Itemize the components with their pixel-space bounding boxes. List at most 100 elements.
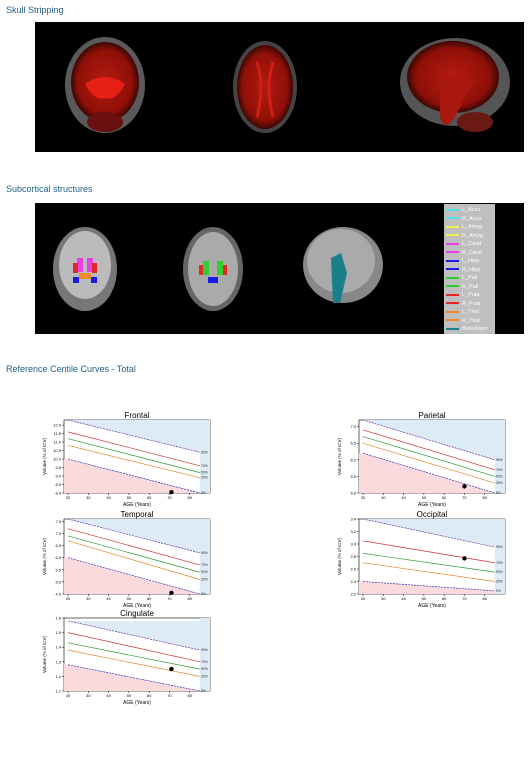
x-tick-label: 60 [147,596,152,601]
chart-parietal: 5% 25% 50% 75% 95% 20 30 40 50 60 70 80 5.0 5.5 6.0 6.5… [337,411,506,508]
y-tick-label: 1.6 [55,616,61,621]
x-tick-label: 80 [482,596,487,601]
y-tick-label: 1.4 [55,645,61,650]
legend-label: R_Puta [462,300,481,307]
legend-item: L_Thal [446,309,479,317]
legend-label: L_Hipp [462,258,480,264]
subject-point [462,556,467,561]
legend-swatch [446,285,459,288]
high-centile-band [68,519,210,553]
x-tick-label: 60 [442,596,447,601]
y-tick-label: 3.0 [350,542,356,547]
y-tick-label: 1.3 [55,659,61,664]
structure-legend: L_Accu R_Accu L_Amyg R_Amyg L_Caud R_Caud L_Hi… [444,204,495,334]
x-axis-label: AGE (Years) [123,700,151,706]
centile-tag: 5% [496,491,501,495]
y-axis-label: Volume (% of ICV) [337,537,342,575]
legend-item: L_Puta [446,292,479,300]
legend-item: R_Caud [446,250,482,258]
centile-line [362,429,495,471]
y-tick-label: 7.0 [55,531,61,536]
x-tick-label: 30 [86,596,91,601]
right-band [494,519,505,594]
legend-label: R_Thal [462,317,480,324]
y-tick-label: 5.0 [350,491,356,496]
centile-line [67,540,200,580]
y-tick-label: 3.2 [350,529,356,534]
x-tick-label: 20 [66,495,71,500]
centile-line [362,442,495,484]
legend-swatch [446,293,459,296]
legend-swatch [446,225,459,228]
centile-tag: 75% [201,464,208,468]
legend-label: L_Caud [462,241,482,247]
x-tick-label: 70 [167,693,172,698]
chart-title: Frontal [125,411,150,420]
x-tick-label: 70 [167,596,172,601]
y-tick-label: 2.4 [350,579,356,584]
centile-line [362,452,495,494]
low-centile-band [64,557,200,594]
chart-temporal: 5% 25% 50% 75% 95% 20 30 40 50 60 70 80 4.5 5.0 5.5 6.0… [42,510,211,609]
centile-line [67,632,200,663]
x-tick-label: 50 [422,495,427,500]
y-axis-label: Volume (% of ICV) [42,537,47,575]
coronal-view [53,227,117,311]
y-tick-label: 6.5 [55,543,61,548]
legend-label: R_Caud [462,249,483,256]
centile-tag: 25% [496,481,503,485]
y-tick-label: 9.5 [55,465,61,470]
centile-tag: 25% [201,674,208,678]
legend-item: R_Thal [446,318,480,326]
y-tick-label: 5.5 [55,567,61,572]
x-tick-label: 50 [127,495,132,500]
x-tick-label: 80 [187,693,192,698]
legend-label: L_Thal [462,309,479,315]
x-tick-label: 80 [187,495,192,500]
x-tick-label: 80 [187,596,192,601]
x-tick-label: 20 [361,596,366,601]
legend-item: L_Hipp [446,258,479,266]
legend-label: BrainStem [462,326,488,332]
centile-line [363,562,495,582]
x-axis-label: AGE (Years) [123,603,151,609]
centile-line [67,649,200,677]
y-tick-label: 8.5 [55,482,61,487]
x-tick-label: 30 [381,596,386,601]
centile-tag: 50% [496,570,503,574]
centile-tag: 75% [201,660,208,664]
x-tick-label: 40 [106,495,111,500]
right-band [199,420,210,493]
legend-swatch [446,251,459,254]
x-tick-label: 20 [66,596,71,601]
centile-tag: 95% [201,648,208,652]
axial-view [233,41,297,133]
legend-item: R_Accu [446,216,481,224]
centile-tag: 95% [496,458,503,462]
centile-line [67,535,200,573]
x-tick-label: 60 [147,495,152,500]
x-tick-label: 70 [167,495,172,500]
legend-swatch [446,234,459,237]
y-tick-label: 1.1 [55,689,61,694]
centile-line [67,458,200,494]
y-tick-label: 10.0 [53,457,62,462]
right-band [199,519,210,594]
legend-label: L_Accu [462,207,481,213]
x-tick-label: 20 [66,693,71,698]
y-tick-label: 6.5 [350,441,356,446]
subject-point [462,484,467,489]
x-tick-label: 30 [381,495,386,500]
centile-tag: 5% [496,589,501,593]
legend-item: R_Pall [446,284,478,292]
x-tick-label: 40 [401,495,406,500]
y-tick-label: 10.5 [53,448,62,453]
legend-item: L_Caud [446,241,481,249]
centile-line [362,540,495,564]
centile-line [67,557,200,595]
y-tick-label: 1.2 [55,674,61,679]
centile-line [362,518,495,548]
subcortical-views [53,227,383,311]
skull-stripping-panel [35,22,524,152]
x-axis-label: AGE (Years) [123,502,151,508]
